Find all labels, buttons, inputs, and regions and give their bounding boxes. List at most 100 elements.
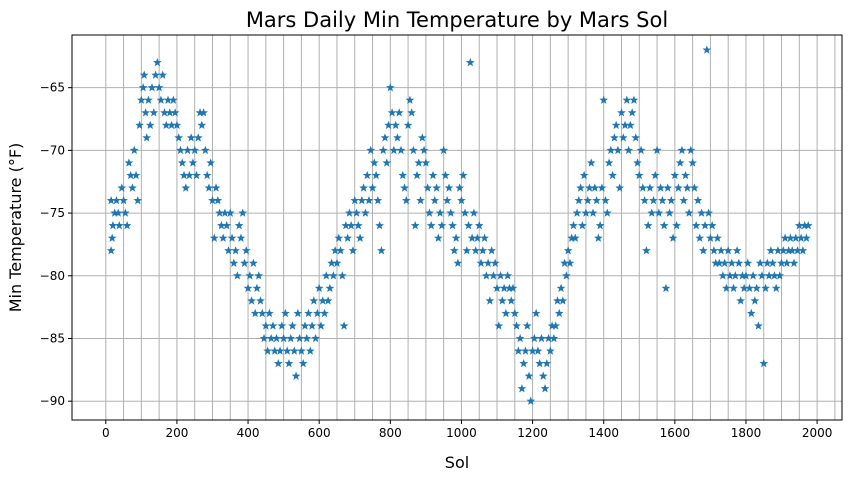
data-point	[611, 120, 621, 130]
data-point	[139, 70, 149, 79]
data-point	[570, 233, 580, 242]
data-point	[626, 120, 635, 130]
data-point	[421, 158, 431, 167]
x-tick-label: 2000	[802, 426, 833, 440]
data-point	[453, 258, 463, 267]
data-point	[711, 258, 721, 267]
data-point	[558, 296, 568, 305]
data-point	[485, 296, 495, 305]
data-point	[373, 195, 383, 205]
data-point	[691, 221, 701, 230]
data-point	[481, 271, 491, 280]
data-point	[739, 283, 749, 293]
data-point	[339, 321, 349, 330]
data-point	[561, 271, 571, 280]
data-point	[736, 296, 746, 305]
data-point	[647, 208, 657, 217]
data-point	[428, 170, 438, 180]
data-point	[666, 195, 676, 205]
data-point	[270, 346, 280, 355]
data-point	[375, 221, 385, 230]
data-point	[188, 158, 198, 167]
data-point	[202, 170, 212, 180]
data-point	[675, 158, 685, 167]
data-point	[257, 308, 267, 318]
data-point	[492, 283, 502, 293]
data-point	[693, 195, 703, 205]
data-point	[496, 271, 505, 280]
data-point	[670, 170, 680, 180]
data-point	[764, 271, 774, 280]
data-point	[385, 83, 395, 92]
data-point	[337, 271, 347, 280]
data-point	[601, 195, 610, 205]
data-point	[369, 158, 379, 167]
data-point	[533, 346, 543, 355]
data-point	[425, 208, 434, 217]
data-point	[780, 233, 790, 242]
data-point	[129, 145, 139, 155]
data-point	[722, 283, 731, 293]
data-point	[110, 208, 120, 217]
data-point	[645, 183, 655, 192]
data-point	[256, 296, 265, 305]
data-point	[458, 170, 468, 180]
data-point	[398, 170, 408, 180]
y-axis-label: Min Temperature (°F)	[6, 143, 25, 313]
data-point	[208, 195, 217, 205]
data-point	[218, 233, 228, 242]
data-point	[217, 221, 226, 230]
data-point	[784, 246, 794, 255]
data-point	[505, 283, 514, 293]
data-point	[432, 183, 441, 192]
data-point	[650, 170, 660, 180]
data-point	[265, 308, 274, 318]
data-point	[787, 246, 797, 255]
data-point	[782, 258, 792, 267]
data-point	[449, 246, 459, 255]
data-point	[199, 108, 208, 117]
y-tick-label: −85	[40, 331, 65, 345]
data-point	[752, 283, 762, 293]
data-point	[366, 145, 376, 155]
data-point	[716, 246, 726, 255]
data-point	[316, 321, 326, 330]
data-point	[393, 133, 402, 142]
data-point	[661, 283, 671, 293]
data-point	[389, 145, 399, 155]
data-point	[579, 170, 589, 180]
data-point	[229, 258, 239, 267]
data-point	[197, 120, 207, 130]
data-point	[487, 246, 497, 255]
data-point	[396, 145, 406, 155]
data-point	[307, 321, 317, 330]
data-point	[352, 208, 361, 217]
data-point	[371, 170, 381, 180]
data-point	[236, 233, 246, 242]
data-point	[686, 145, 696, 155]
data-point	[567, 233, 577, 242]
data-point	[771, 283, 781, 293]
data-point	[158, 70, 168, 79]
data-point	[133, 195, 143, 205]
data-point	[526, 396, 536, 405]
data-point	[435, 208, 445, 217]
data-point	[640, 195, 649, 205]
data-point	[718, 271, 728, 280]
data-point	[190, 145, 200, 155]
data-point	[803, 221, 813, 230]
data-point	[656, 183, 665, 192]
data-point	[136, 95, 146, 104]
data-point	[448, 221, 457, 230]
data-point	[272, 333, 281, 343]
data-point	[755, 258, 765, 267]
data-point	[528, 346, 537, 355]
data-point	[672, 221, 681, 230]
data-point	[793, 246, 802, 255]
data-point	[313, 308, 322, 318]
data-point	[723, 246, 733, 255]
data-point	[321, 271, 331, 280]
data-point	[620, 120, 630, 130]
data-point	[474, 221, 484, 230]
data-point	[233, 271, 242, 280]
